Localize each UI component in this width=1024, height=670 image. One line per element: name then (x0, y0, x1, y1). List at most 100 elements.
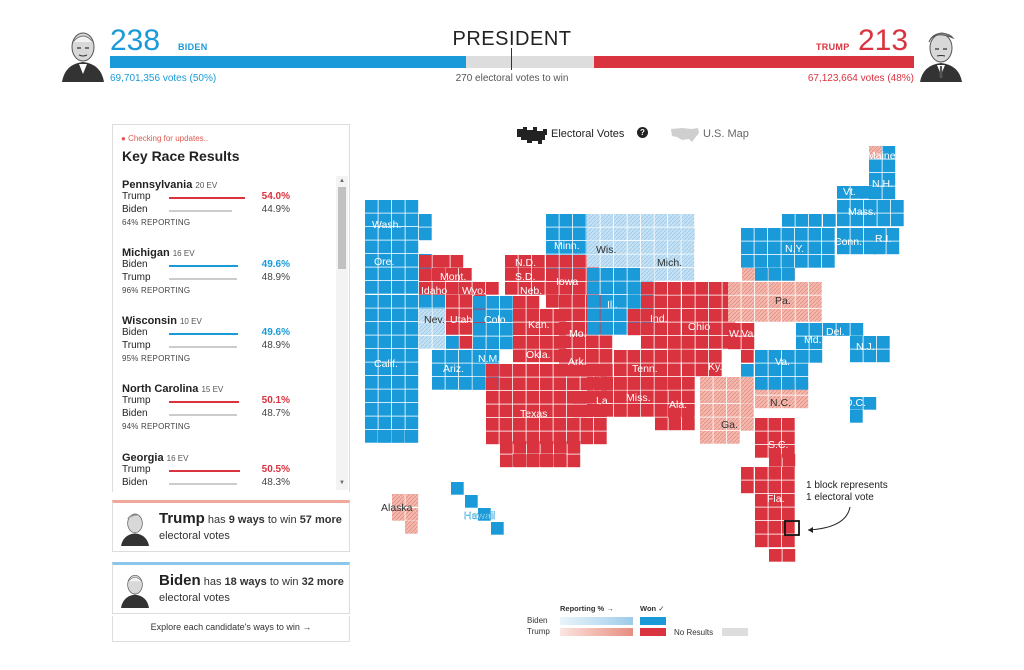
ev-block-calif[interactable] (378, 430, 391, 443)
ev-block-texas[interactable] (567, 454, 581, 468)
ev-block-mich[interactable] (654, 254, 668, 268)
ev-block-ariz[interactable] (459, 363, 472, 377)
ev-block-minn[interactable] (546, 241, 559, 254)
ev-block-ny[interactable] (781, 228, 795, 241)
ev-block-ill[interactable] (600, 281, 614, 295)
ev-block-calif[interactable] (365, 416, 378, 430)
ev-block-utah[interactable] (459, 322, 473, 335)
ev-block-ill[interactable] (614, 281, 627, 295)
ev-block-wis[interactable] (587, 241, 600, 254)
ev-block-calif[interactable] (432, 295, 446, 308)
ev-block-pa[interactable] (795, 282, 809, 295)
ev-block-iowa[interactable] (573, 255, 586, 268)
ev-block-ill[interactable] (628, 282, 641, 295)
ev-block-wash[interactable] (392, 227, 405, 240)
ev-block-calif[interactable] (365, 403, 378, 416)
ev-block-ohio[interactable] (695, 309, 709, 322)
ev-block-texas[interactable] (486, 377, 499, 391)
ev-block-ill[interactable] (587, 295, 600, 308)
ev-block-nev[interactable] (432, 322, 446, 336)
ev-block-texas[interactable] (486, 364, 499, 377)
ev-block-ala[interactable] (655, 390, 668, 404)
ev-block-mont[interactable] (445, 268, 459, 281)
ev-block-ny[interactable] (808, 241, 822, 255)
ev-block-ga[interactable] (741, 404, 754, 418)
ev-block-mo[interactable] (559, 308, 572, 322)
ev-block-texas[interactable] (513, 418, 526, 431)
ev-block-mont[interactable] (437, 255, 450, 268)
ev-block-md[interactable] (809, 323, 823, 336)
ev-block-calif[interactable] (378, 349, 392, 362)
ev-block-tenn[interactable] (654, 350, 668, 363)
ev-block-ore[interactable] (392, 254, 405, 267)
ev-block-wash[interactable] (419, 227, 432, 241)
ev-block-minn[interactable] (573, 214, 586, 227)
ev-block-fla[interactable] (768, 521, 782, 534)
ev-block-pa[interactable] (741, 295, 755, 309)
ev-block-miss[interactable] (614, 404, 627, 417)
ev-block-calif[interactable] (378, 403, 392, 416)
ev-block-ga[interactable] (727, 377, 740, 390)
ev-block-wash[interactable] (405, 227, 419, 240)
ev-block-ore[interactable] (365, 281, 378, 294)
ev-block-ky[interactable] (681, 349, 695, 363)
ev-block-miss[interactable] (641, 377, 654, 390)
ev-block-ny[interactable] (822, 255, 835, 268)
ev-block-texas[interactable] (540, 377, 553, 391)
ev-block-wash[interactable] (378, 240, 392, 254)
ev-block-pa[interactable] (741, 282, 755, 295)
ev-block-ill[interactable] (614, 308, 627, 322)
ev-block-texas[interactable] (513, 391, 526, 404)
ev-block-ohio[interactable] (682, 322, 695, 336)
ev-block-pa[interactable] (768, 295, 782, 309)
ev-block-ala[interactable] (668, 405, 681, 418)
ev-block-nh[interactable] (882, 186, 896, 200)
ev-block-pa[interactable] (728, 295, 741, 309)
ev-block-ga[interactable] (700, 390, 713, 404)
ev-block-ind[interactable] (641, 282, 654, 295)
ev-block-mo[interactable] (586, 335, 599, 349)
ev-block-ny[interactable] (768, 228, 781, 241)
ev-block-md[interactable] (796, 350, 809, 363)
ev-block-fla[interactable] (782, 480, 795, 494)
scroll-up-icon[interactable]: ▲ (339, 178, 345, 184)
ev-block-calif[interactable] (392, 335, 405, 349)
ev-block-texas[interactable] (553, 454, 567, 467)
ev-block-nj[interactable] (850, 323, 864, 336)
ev-block-colo[interactable] (473, 336, 486, 350)
ev-block-hawaii[interactable] (478, 508, 491, 521)
ev-block-fla[interactable] (782, 494, 795, 507)
ev-block-wis[interactable] (627, 214, 641, 227)
ev-block-mass[interactable] (837, 213, 850, 227)
ev-block-colo[interactable] (486, 309, 500, 323)
ev-block-hawaii[interactable] (491, 522, 504, 535)
ev-block-fla[interactable] (768, 467, 782, 480)
ev-block-mont[interactable] (432, 268, 445, 281)
ev-block-vt[interactable] (837, 186, 850, 199)
ev-block-fla[interactable] (768, 507, 782, 521)
ev-block-mich[interactable] (668, 254, 681, 268)
ev-block-ohio[interactable] (709, 336, 722, 349)
ev-block-ark[interactable] (586, 350, 599, 363)
ev-block-ill[interactable] (627, 268, 641, 281)
ev-block-minn[interactable] (559, 241, 573, 254)
ev-block-calif[interactable] (365, 295, 378, 308)
ev-block-la[interactable] (587, 390, 600, 404)
ev-block-mass[interactable] (823, 214, 836, 227)
ev-block-la[interactable] (573, 404, 586, 418)
ev-block-calif[interactable] (405, 416, 419, 430)
ev-block-wash[interactable] (365, 213, 378, 227)
ev-block-pa[interactable] (742, 268, 755, 281)
ev-block-ny[interactable] (795, 214, 809, 227)
ev-block-nd[interactable] (505, 255, 518, 268)
ev-block-mo[interactable] (546, 295, 559, 308)
ev-block-nev[interactable] (419, 309, 432, 322)
ev-block-mich[interactable] (682, 228, 695, 241)
ev-block-ark[interactable] (559, 363, 572, 377)
ev-block-ind[interactable] (641, 309, 654, 322)
ev-block-calif[interactable] (378, 295, 392, 308)
ev-block-minn[interactable] (573, 241, 586, 254)
ev-block-ark[interactable] (586, 363, 599, 377)
ev-block-texas[interactable] (500, 441, 513, 454)
ev-block-hawaii[interactable] (451, 482, 464, 495)
